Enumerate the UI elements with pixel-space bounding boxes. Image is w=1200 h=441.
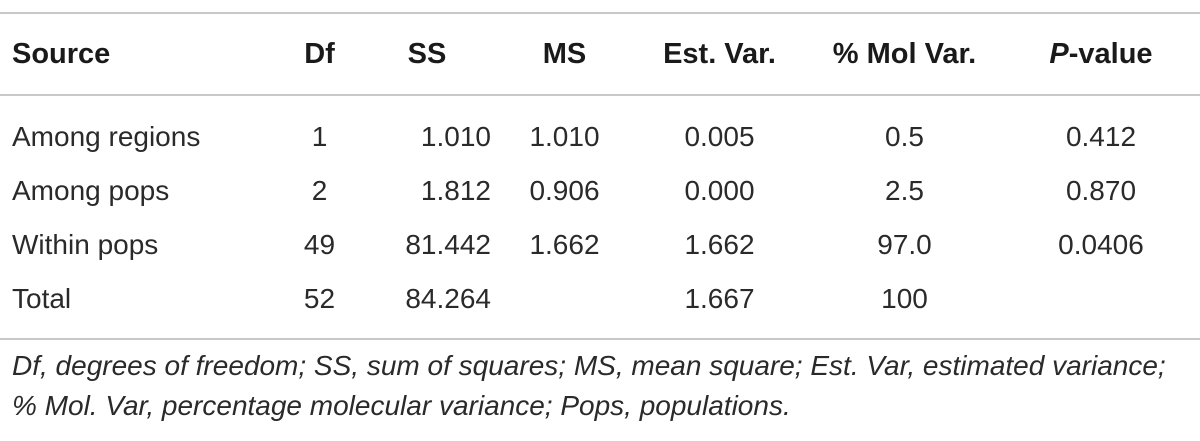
amova-table: Source Df SS MS Est. Var. % Mol Var. P-v…	[0, 12, 1200, 340]
cell-source: Total	[12, 283, 72, 314]
table-header: Source Df SS MS Est. Var. % Mol Var. P-v…	[0, 13, 1200, 95]
cell-p-value: 0.0406	[1058, 229, 1144, 260]
cell-df: 49	[303, 229, 336, 260]
cell-p-value: 0.412	[1065, 121, 1137, 152]
cell-source: Among regions	[12, 121, 201, 152]
table-row: Among regions 1 1.010 1.010 0.005 0.5 0.…	[0, 95, 1200, 164]
cell-mol-var: 0.5	[885, 121, 924, 152]
header-source: Source	[12, 37, 111, 70]
header-ms: MS	[542, 37, 587, 70]
cell-mol-var: 2.5	[885, 175, 924, 206]
table-row: Among pops 2 1.812 0.906 0.000 2.5 0.870	[0, 164, 1200, 218]
anova-table-container: Source Df SS MS Est. Var. % Mol Var. P-v…	[0, 12, 1200, 340]
header-mol-var: % Mol Var.	[832, 37, 977, 70]
cell-est-var: 1.662	[684, 229, 755, 260]
table-row: Within pops 49 81.442 1.662 1.662 97.0 0…	[0, 218, 1200, 272]
header-est-var: Est. Var.	[663, 37, 776, 70]
header-row: Source Df SS MS Est. Var. % Mol Var. P-v…	[0, 13, 1200, 95]
cell-df: 1	[311, 121, 328, 152]
table-footnote: Df, degrees of freedom; SS, sum of squar…	[12, 350, 1166, 421]
cell-ss: 84.264	[405, 283, 491, 314]
cell-mol-var: 100	[881, 283, 928, 314]
cell-est-var: 0.000	[684, 175, 755, 206]
table-row: Total 52 84.264 1.667 100	[0, 272, 1200, 339]
cell-df: 2	[311, 175, 328, 206]
header-p-italic: P	[1049, 37, 1069, 70]
cell-p-value: 0.870	[1065, 175, 1137, 206]
cell-mol-var: 97.0	[877, 229, 932, 260]
cell-est-var: 0.005	[684, 121, 755, 152]
header-df: Df	[304, 37, 335, 70]
cell-source: Within pops	[12, 229, 159, 260]
cell-df: 52	[303, 283, 336, 314]
cell-est-var: 1.667	[684, 283, 755, 314]
cell-ss: 81.442	[405, 229, 491, 260]
cell-p-value	[1002, 272, 1200, 339]
header-p-value: P-value	[1002, 13, 1200, 95]
table-body: Among regions 1 1.010 1.010 0.005 0.5 0.…	[0, 95, 1200, 339]
cell-ms: 1.662	[529, 229, 600, 260]
header-ss: SS	[407, 37, 447, 70]
cell-ms: 0.906	[529, 175, 600, 206]
cell-ms	[497, 272, 632, 339]
cell-ms: 1.010	[529, 121, 600, 152]
header-p-rest: -value	[1068, 37, 1153, 70]
cell-source: Among pops	[12, 175, 170, 206]
cell-ss: 1.010	[420, 121, 491, 152]
cell-ss: 1.812	[420, 175, 491, 206]
